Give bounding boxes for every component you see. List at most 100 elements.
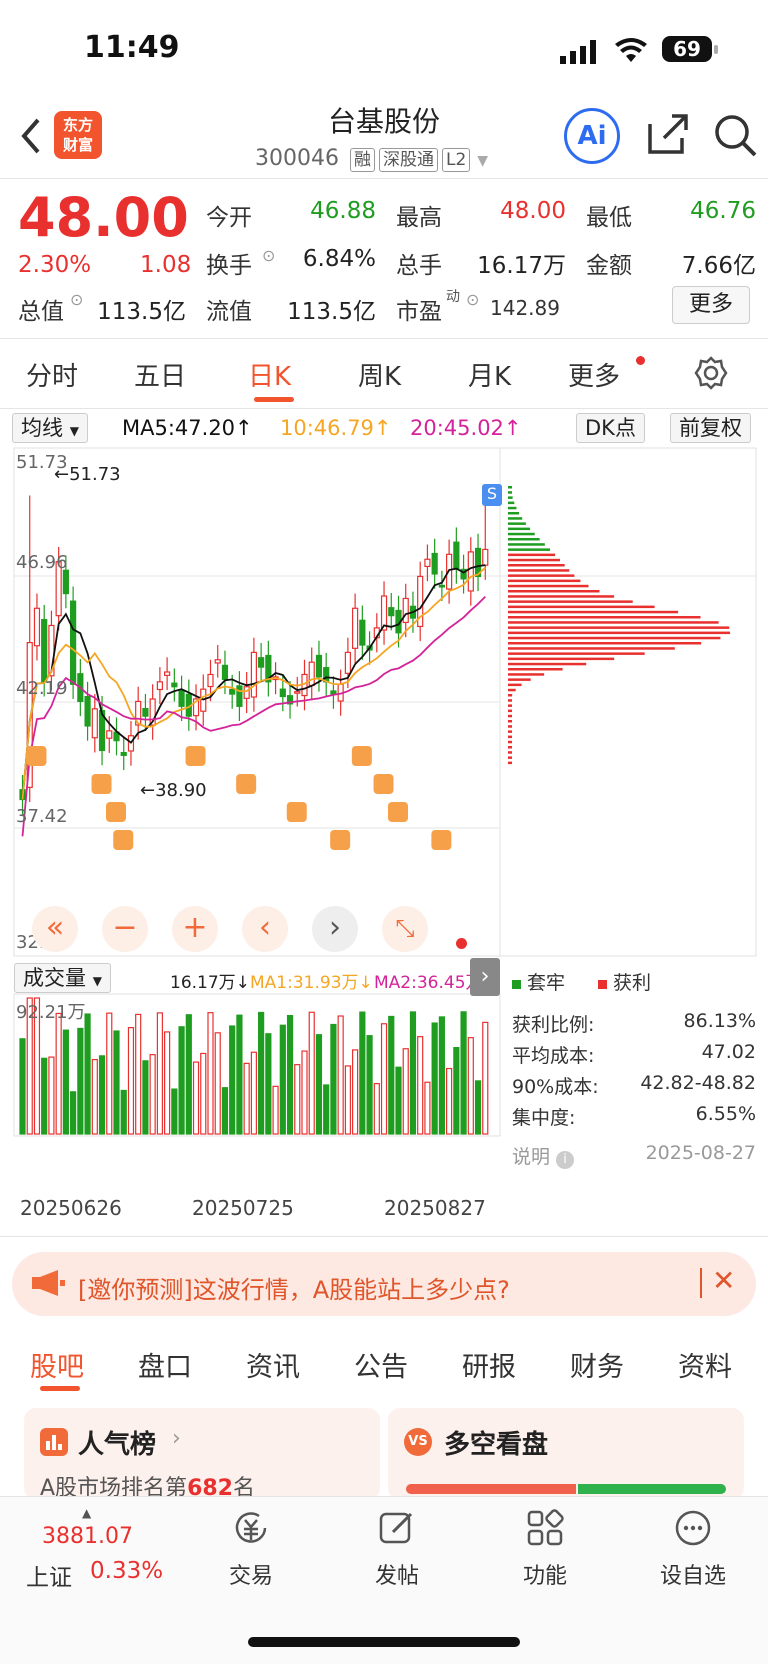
volume-indicator-select[interactable]: 成交量 ▼ (14, 963, 111, 993)
chip-bar (508, 730, 512, 733)
candle-body (142, 708, 149, 717)
candle-body (207, 673, 214, 688)
chip-bar (508, 657, 615, 661)
tab-weekly-k[interactable]: 周K (358, 362, 402, 392)
tab-research[interactable]: 研报 (462, 1352, 516, 1383)
zoom-in-button[interactable]: + (172, 906, 218, 952)
low-marker: ←38.90 (140, 780, 207, 801)
last-price: 48.00 (18, 186, 189, 249)
volume-bar (70, 1091, 77, 1135)
volume-bar (164, 1031, 171, 1135)
volume-value: 16.17万 (477, 253, 566, 279)
volume-bar (409, 1011, 417, 1135)
volume-bar (301, 1050, 308, 1135)
candle-body (330, 690, 337, 695)
indicator-select[interactable]: 均线 ▼ (12, 413, 88, 443)
scroll-start-button[interactable]: « (32, 906, 78, 952)
nav-watchlist[interactable]: 设自选 (659, 1564, 726, 1589)
close-icon[interactable]: ✕ (712, 1264, 736, 1297)
post-icon[interactable] (352, 1508, 442, 1557)
volume-bar (98, 1055, 106, 1135)
trade-icon[interactable] (206, 1508, 296, 1557)
settings-icon[interactable] (694, 356, 728, 394)
info-icon[interactable]: ⊙ (466, 290, 480, 309)
adjust-select[interactable]: 前复权 (670, 413, 751, 443)
tag-connect: 深股通 (378, 148, 438, 172)
index-pct[interactable]: 0.33% (90, 1558, 164, 1584)
tab-profile[interactable]: 资料 (678, 1352, 732, 1383)
candle-body (149, 698, 156, 726)
candle-body (482, 548, 489, 566)
tab-monthly-k[interactable]: 月K (468, 362, 512, 392)
more-dots-icon[interactable] (648, 1508, 738, 1557)
tab-news[interactable]: 资讯 (246, 1352, 300, 1383)
chip-bar (508, 574, 575, 577)
tab-announcements[interactable]: 公告 (354, 1352, 408, 1383)
nav-functions[interactable]: 功能 (522, 1564, 567, 1589)
volume-bar (388, 1015, 395, 1135)
candle-body (250, 651, 257, 698)
chip-bar (508, 538, 540, 541)
volume-bar (207, 1012, 214, 1135)
high-label: 最高 (396, 205, 442, 231)
more-button[interactable]: 更多 (672, 286, 750, 324)
chip-bar (508, 647, 675, 650)
volume-bar (323, 1084, 330, 1135)
pe-label: 市盈 (396, 299, 442, 325)
candle-body (164, 671, 171, 676)
tab-five-day[interactable]: 五日 (134, 362, 187, 392)
ma-line (21, 595, 486, 837)
chip-bar (508, 725, 512, 728)
chip-bar (508, 605, 655, 609)
chip-bar (508, 714, 512, 718)
scroll-left-button[interactable]: ‹ (242, 906, 288, 952)
candle-body (156, 681, 163, 691)
kline-chart[interactable] (0, 446, 768, 1161)
pe-value: 142.89 (490, 296, 560, 320)
prediction-banner[interactable] (12, 1252, 756, 1316)
chip-bar (508, 678, 531, 681)
share-icon[interactable] (646, 112, 690, 160)
index-name[interactable]: 上证 (26, 1565, 72, 1591)
info-icon[interactable]: ⊙ (70, 290, 84, 309)
chip-bar (508, 662, 587, 666)
tab-intraday[interactable]: 分时 (26, 362, 79, 392)
dk-select[interactable]: DK点 (576, 413, 645, 443)
ai-button[interactable]: Ai (564, 108, 620, 164)
back-icon[interactable] (16, 114, 44, 162)
volume-bar (19, 1038, 26, 1135)
candle-body (460, 568, 467, 580)
zoom-out-button[interactable]: − (102, 906, 148, 952)
chip-bar (508, 512, 520, 515)
chip-bar (508, 590, 600, 593)
tab-forum[interactable]: 股吧 (30, 1352, 84, 1383)
volume-bar (373, 1083, 380, 1135)
volume-bar (272, 1085, 279, 1135)
banner-text[interactable]: [邀你预测]这波行情，A股能站上多少点? (78, 1276, 510, 1304)
candle-body (359, 619, 366, 646)
trade-marker (185, 746, 206, 766)
y-label: 37.42 (16, 806, 68, 827)
grid-icon[interactable] (500, 1508, 590, 1557)
popularity-card[interactable] (24, 1408, 380, 1500)
volume-bar (460, 1011, 467, 1135)
expand-panel-button[interactable]: › (470, 958, 500, 996)
chip-bar (508, 543, 545, 546)
index-value[interactable]: 3881.07 (42, 1524, 133, 1549)
tab-orderbook[interactable]: 盘口 (138, 1352, 192, 1383)
nav-trade[interactable]: 交易 (228, 1564, 273, 1589)
chip-bar (508, 746, 512, 749)
ranking-icon (40, 1428, 68, 1456)
info-icon[interactable]: ⊙ (262, 246, 276, 265)
stock-code-row: 300046 融深股通 L2 ▼ (255, 146, 488, 172)
nav-post[interactable]: 发帖 (374, 1564, 419, 1589)
search-icon[interactable] (712, 112, 758, 162)
tab-finance[interactable]: 财务 (570, 1352, 624, 1383)
scroll-right-button[interactable]: › (312, 906, 358, 952)
tab-daily-k[interactable]: 日K (248, 362, 292, 392)
chip-bar (508, 522, 526, 525)
fullscreen-button[interactable]: ⤡ (382, 906, 428, 952)
tab-more[interactable]: 更多 (568, 362, 621, 392)
ma5-value: MA5:47.20↑ (122, 416, 253, 440)
volume-bar (402, 1048, 409, 1135)
